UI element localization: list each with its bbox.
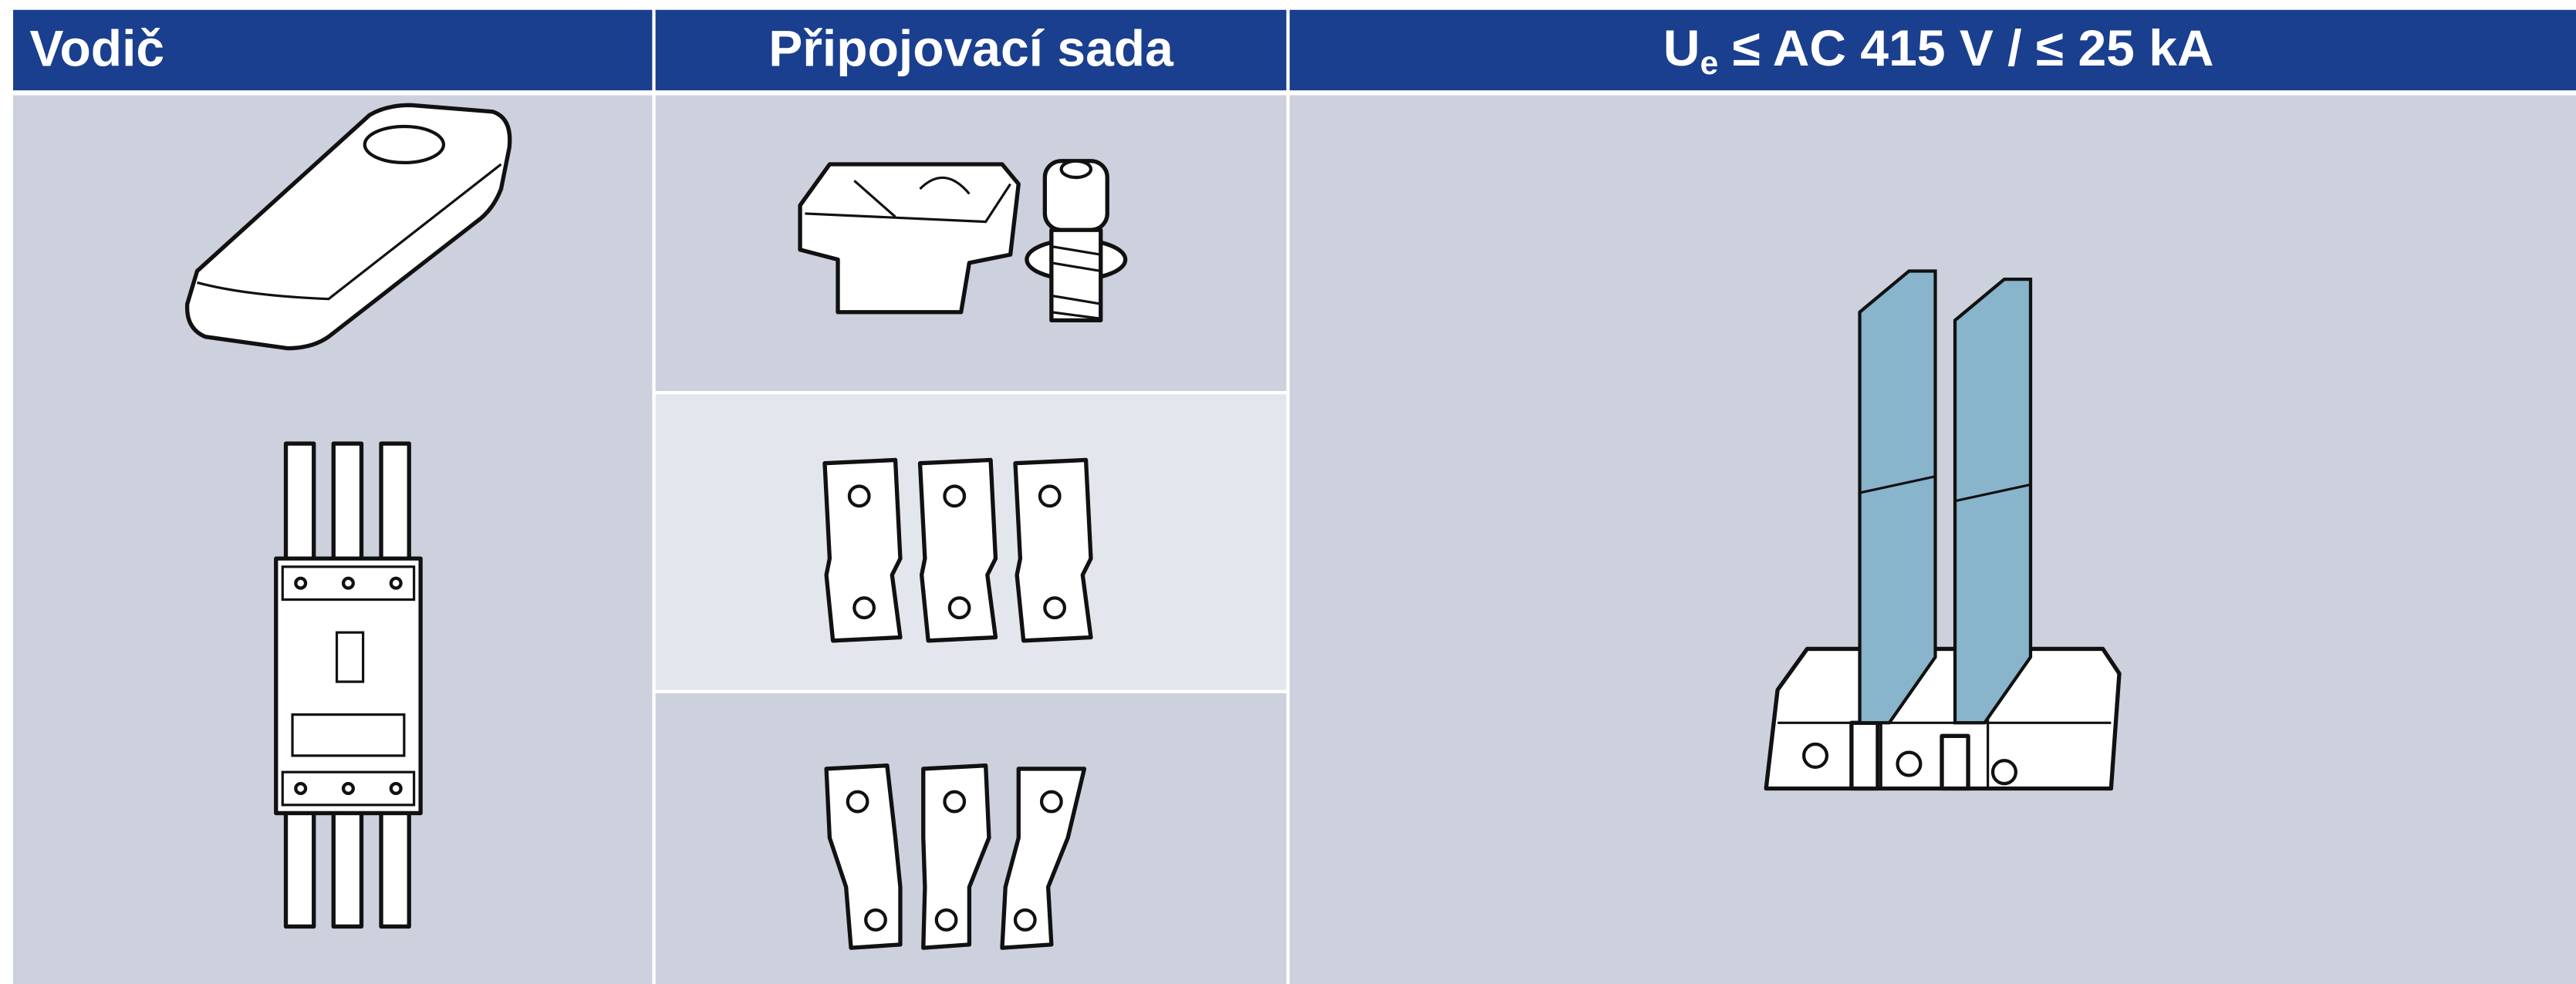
header-text: Ue ≤ AC 415 V / ≤ 25 kA bbox=[1663, 20, 2214, 83]
barrier-illustration bbox=[1764, 269, 2122, 791]
header-cell bbox=[13, 9, 653, 91]
header-text: Připojovací sada bbox=[768, 20, 1174, 77]
header-cell bbox=[655, 9, 1287, 91]
header-subscript: e bbox=[1700, 45, 1719, 82]
breaker-illustration bbox=[274, 441, 423, 929]
header-text: ≤ AC 415 V / ≤ 25 kA bbox=[1718, 20, 2213, 77]
straight-lugs-illustration bbox=[822, 457, 1093, 643]
clamp-illustration bbox=[798, 159, 1128, 323]
header-text: U bbox=[1663, 20, 1700, 77]
header-cell bbox=[1289, 9, 2576, 91]
header-text: Vodič bbox=[29, 20, 164, 77]
offset-lugs-illustration bbox=[824, 763, 1087, 950]
busbar-illustration bbox=[184, 103, 512, 351]
